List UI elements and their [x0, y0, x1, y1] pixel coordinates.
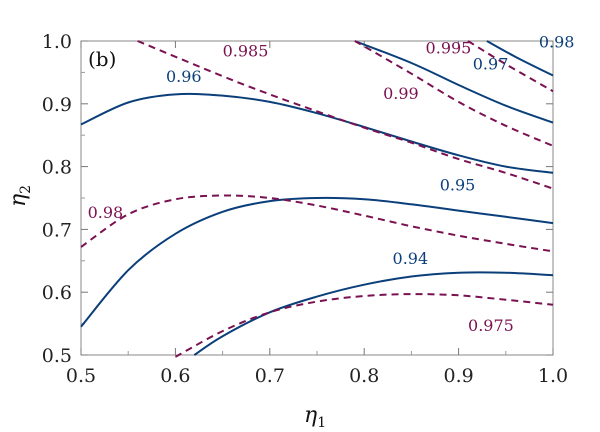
y-tick-label: 0.5 [42, 345, 72, 367]
x-axis-title-symbol: η [304, 403, 317, 428]
x-tick-label: 0.9 [443, 365, 473, 387]
y-tick-label: 0.6 [42, 282, 72, 304]
x-tick-label: 0.6 [160, 365, 190, 387]
panel-label: (b) [88, 47, 116, 71]
y-tick-label: 0.7 [42, 219, 72, 241]
contour-line-0-98-dashed [80, 194, 554, 253]
y-tick-label: 0.8 [42, 157, 72, 179]
x-tick-label: 0.5 [66, 365, 96, 387]
x-tick-label: 0.8 [349, 365, 379, 387]
contour-label: 0.995 [426, 39, 472, 58]
contour-line-0-94-solid [193, 271, 554, 356]
contour-label: 0.95 [440, 175, 476, 194]
x-axis-title-subscript: 1 [317, 415, 326, 431]
y-tick-label: 0.9 [42, 94, 72, 116]
contour-line-0-97-solid [354, 40, 554, 124]
y-tick-label: 1.0 [42, 31, 72, 53]
contour-label: 0.97 [473, 54, 509, 73]
y-axis-title-symbol: η [6, 194, 31, 207]
contour-label: 0.98 [539, 32, 575, 51]
contour-label: 0.975 [468, 316, 514, 335]
contour-line-0-98-solid [486, 40, 554, 77]
contour-label: 0.94 [393, 249, 429, 268]
contour-curves [80, 40, 554, 358]
contour-label: 0.99 [383, 84, 419, 103]
contour-label: 0.985 [223, 42, 269, 61]
tick-group: 0.5 0.6 0.7 0.8 0.9 1.0 0.5 0.6 0.7 0.8 0.9 1.0 [42, 31, 568, 387]
y-axis-title: η2 [6, 185, 34, 207]
contour-labels: 0.96 0.97 0.98 0.95 0.94 0.985 0.99 0.995 0.98 0.… [88, 32, 575, 335]
contour-label: 0.96 [166, 67, 202, 86]
contour-line-0-96-solid [80, 92, 554, 174]
contour-line-0-975-dashed [174, 293, 554, 358]
x-tick-label: 0.7 [255, 365, 285, 387]
x-axis-title: η1 [304, 403, 326, 431]
contour-line-0-95-solid [80, 196, 554, 328]
contour-line-0-985-dashed [137, 40, 554, 190]
x-tick-label: 1.0 [538, 365, 568, 387]
contour-line-0-99-dashed [354, 40, 554, 147]
contour-line-0-995-dashed [467, 40, 554, 93]
y-axis-title-subscript: 2 [18, 185, 34, 194]
contour-label: 0.98 [88, 203, 124, 222]
